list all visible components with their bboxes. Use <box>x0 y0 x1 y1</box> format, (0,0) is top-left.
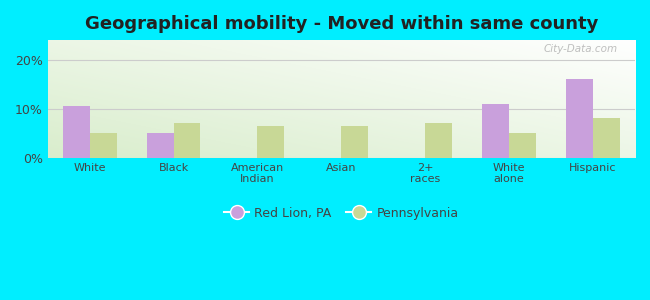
Bar <box>425 122 452 158</box>
Bar <box>63 106 90 158</box>
Bar <box>90 133 116 158</box>
Title: Geographical mobility - Moved within same county: Geographical mobility - Moved within sam… <box>84 15 598 33</box>
Text: City-Data.com: City-Data.com <box>543 44 618 54</box>
Bar <box>566 80 593 158</box>
Bar <box>257 126 284 158</box>
Legend: Red Lion, PA, Pennsylvania: Red Lion, PA, Pennsylvania <box>219 202 463 225</box>
Bar <box>593 118 620 158</box>
Bar <box>482 104 509 158</box>
Bar <box>174 124 200 158</box>
Bar <box>509 133 536 158</box>
Bar <box>341 126 368 158</box>
Bar <box>147 133 174 158</box>
